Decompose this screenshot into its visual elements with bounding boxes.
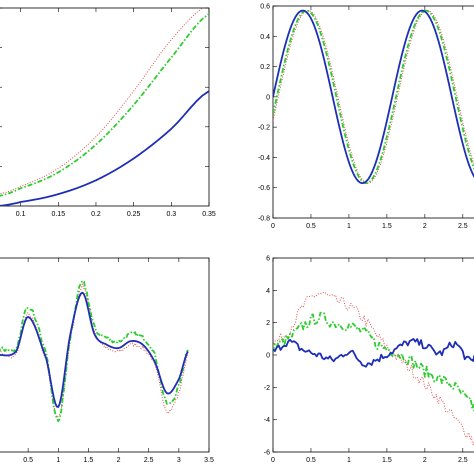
series-line-dotted xyxy=(273,291,474,446)
x-tick-label: 0.2 xyxy=(91,211,101,218)
x-tick-label: 1.5 xyxy=(382,223,392,230)
axes-frame xyxy=(0,7,210,207)
x-tick-label: 2.5 xyxy=(458,223,468,230)
x-tick-label: 0.1 xyxy=(16,211,26,218)
y-tick-label: 2 xyxy=(266,320,270,327)
x-tick-label: 2 xyxy=(423,457,427,464)
x-tick-label: 0.5 xyxy=(306,457,316,464)
panel-top-right: 0 0.5 1 1.5 2 2.5 -0.8 -0.6 -0.4 -0.2 0 0.2 0.4 0.6 xyxy=(258,4,474,230)
y-tick-label: 0.6 xyxy=(260,4,270,11)
x-tick-label: 1 xyxy=(56,457,60,464)
x-tick-label: 0.3 xyxy=(166,211,176,218)
x-tick-label: 1.5 xyxy=(84,457,94,464)
series-line-dotted xyxy=(273,10,474,184)
y-tick-label: -2 xyxy=(264,385,270,392)
x-tick-label: 3.5 xyxy=(204,457,214,464)
series-line-solid xyxy=(273,9,474,185)
series-line-dashdot xyxy=(273,9,474,184)
series-line-dashdot xyxy=(0,13,209,197)
panel-top-left: 0.1 0.15 0.2 0.25 0.3 0.35 xyxy=(0,7,216,218)
y-tick-label: 6 xyxy=(266,256,270,263)
panel-bottom-right: 0 0.5 1 1.5 2 2.5 -6 -4 -2 0 2 4 6 xyxy=(264,256,474,464)
y-tick-label: 0.4 xyxy=(260,34,270,41)
series-line-dotted xyxy=(0,283,189,418)
panel-bottom-left: 0.5 1 1.5 2 2.5 3 3.5 xyxy=(0,257,214,464)
x-tick-label: 0 xyxy=(271,457,275,464)
x-tick-label: 1.5 xyxy=(382,457,392,464)
series-group xyxy=(273,291,474,446)
series-group xyxy=(0,8,209,206)
series-line-solid xyxy=(0,90,209,206)
y-tick-label: 0 xyxy=(266,353,270,360)
x-tick-label: 2 xyxy=(117,457,121,464)
axes-frame xyxy=(272,5,474,219)
x-tick-label: 0.25 xyxy=(127,211,141,218)
y-tick-label: -0.8 xyxy=(258,216,270,223)
y-tick-label: -0.4 xyxy=(258,155,270,162)
x-tick-label: 2.5 xyxy=(458,457,468,464)
y-tick-label: -4 xyxy=(264,417,270,424)
series-line-dashdot xyxy=(0,279,189,423)
series-line-dotted xyxy=(0,8,204,195)
x-tick-label: 0.5 xyxy=(23,457,33,464)
y-tick-label: -6 xyxy=(264,450,270,457)
axes-frame xyxy=(0,257,210,453)
y-tick-label: 0.2 xyxy=(260,64,270,71)
y-tick-label: -0.2 xyxy=(258,125,270,132)
y-tick-label: -0.6 xyxy=(258,185,270,192)
y-tick-label: 0 xyxy=(266,94,270,101)
x-tick-label: 0 xyxy=(271,223,275,230)
x-tick-label: 0.5 xyxy=(306,223,316,230)
x-tick-label: 3 xyxy=(177,457,181,464)
x-tick-label: 1 xyxy=(347,223,351,230)
series-line-solid xyxy=(0,291,189,408)
series-line-solid xyxy=(273,338,474,368)
x-tick-label: 2.5 xyxy=(144,457,154,464)
x-tick-label: 0.15 xyxy=(51,211,65,218)
series-line-dashdot xyxy=(273,311,474,412)
x-tick-label: 2 xyxy=(423,223,427,230)
series-group xyxy=(0,279,189,423)
axes-frame xyxy=(272,257,474,453)
series-group xyxy=(273,9,474,185)
x-tick-label: 1 xyxy=(347,457,351,464)
x-tick-label: 0.35 xyxy=(202,211,216,218)
y-tick-label: 4 xyxy=(266,288,270,295)
